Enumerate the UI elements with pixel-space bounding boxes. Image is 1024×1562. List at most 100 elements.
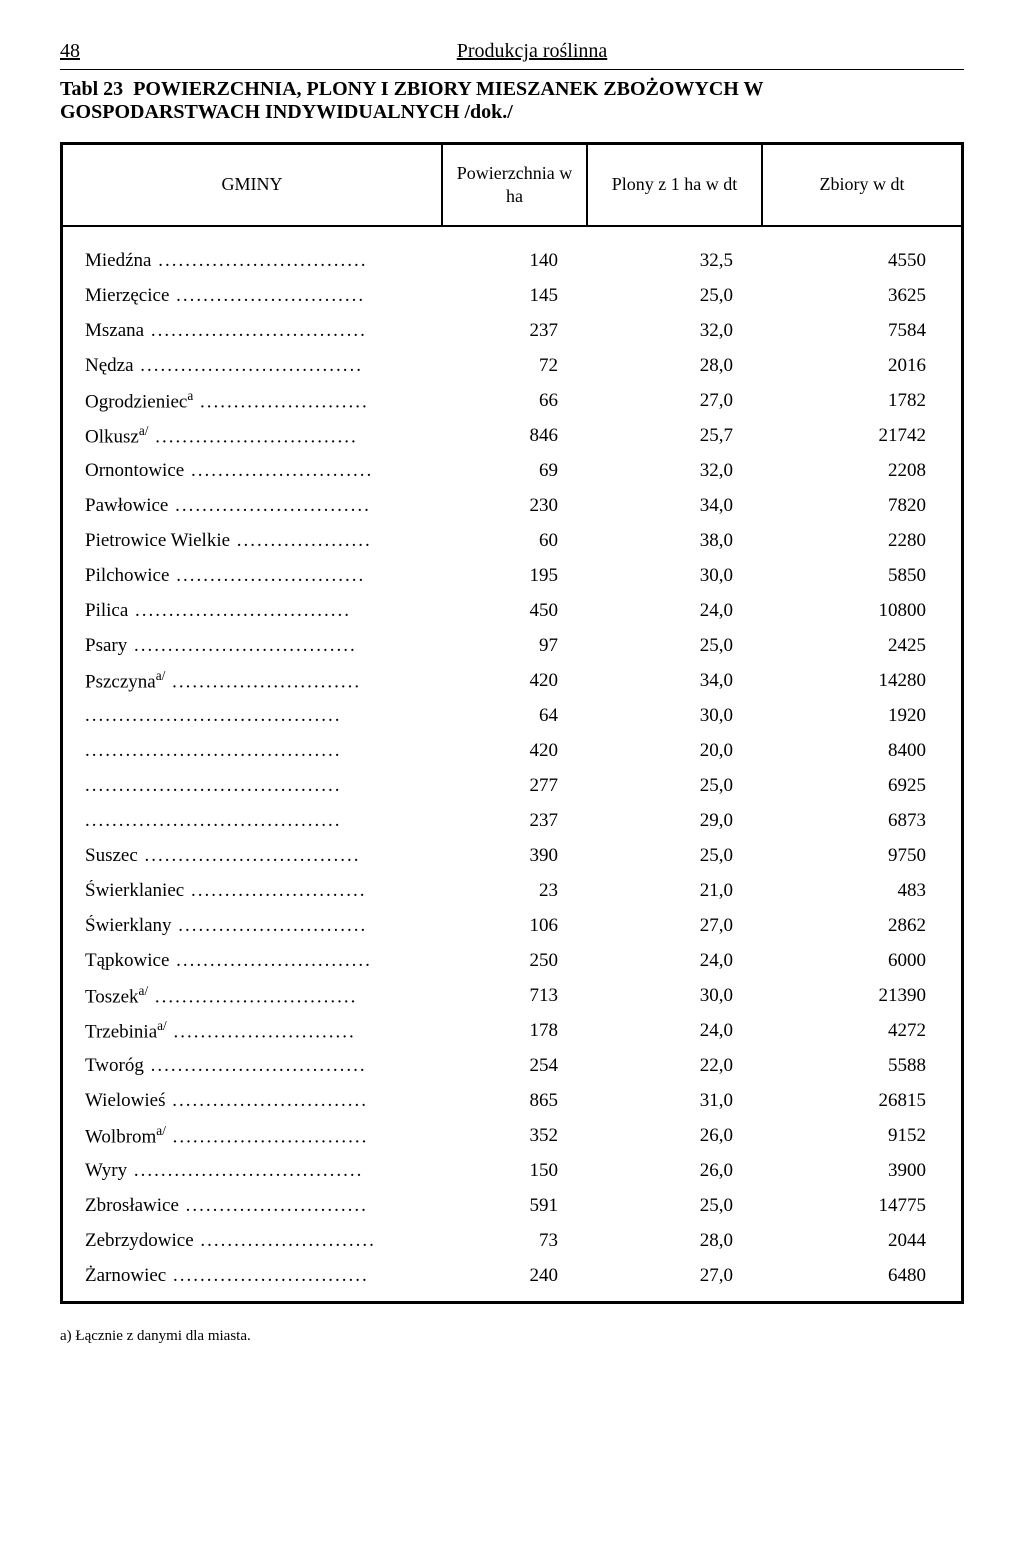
cell-powierzchnia: 140 xyxy=(443,250,588,272)
leader-dots: ........................... xyxy=(179,1195,368,1216)
row-label-text: Toszek xyxy=(85,986,139,1007)
leader-dots: ............................ xyxy=(172,915,368,936)
row-label-text: Psary xyxy=(85,635,127,656)
row-label: ...................................... xyxy=(63,740,443,762)
cell-zbiory: 5850 xyxy=(763,565,961,587)
table-row: Tąpkowice .............................2… xyxy=(63,943,961,978)
cell-plony: 25,7 xyxy=(588,425,763,447)
row-label: Wielowieś ............................. xyxy=(63,1090,443,1112)
cell-powierzchnia: 865 xyxy=(443,1090,588,1112)
table-row: Wyry ..................................1… xyxy=(63,1153,961,1188)
cell-powierzchnia: 713 xyxy=(443,985,588,1007)
cell-plony: 30,0 xyxy=(588,985,763,1007)
row-superscript: a/ xyxy=(157,1018,167,1033)
row-label-text: Świerklany xyxy=(85,915,172,936)
table-row: Psary .................................9… xyxy=(63,628,961,663)
leader-dots: ......................... xyxy=(193,391,369,412)
row-label: ...................................... xyxy=(63,810,443,832)
row-label: Pilchowice ............................ xyxy=(63,565,443,587)
cell-plony: 25,0 xyxy=(588,775,763,797)
row-label: Wolbroma/ ............................. xyxy=(63,1123,443,1148)
leader-dots: ...................................... xyxy=(85,705,342,726)
cell-plony: 20,0 xyxy=(588,740,763,762)
row-label-text: Suszec xyxy=(85,845,138,866)
table-row: Wolbroma/ .............................3… xyxy=(63,1118,961,1153)
table-row: Miedźna ...............................1… xyxy=(63,243,961,278)
table-row: ......................................42… xyxy=(63,733,961,768)
cell-powierzchnia: 73 xyxy=(443,1230,588,1252)
row-label: Mszana ................................ xyxy=(63,320,443,342)
col-header-zbiory: Zbiory w dt xyxy=(763,145,961,225)
row-label: Zebrzydowice .......................... xyxy=(63,1230,443,1252)
leader-dots: ............................. xyxy=(166,1265,369,1286)
cell-plony: 38,0 xyxy=(588,530,763,552)
row-label: Zbrosławice ........................... xyxy=(63,1195,443,1217)
row-label-text: Pietrowice Wielkie xyxy=(85,530,230,551)
row-label: Pilica ................................ xyxy=(63,600,443,622)
cell-plony: 25,0 xyxy=(588,635,763,657)
row-superscript: a/ xyxy=(139,983,149,998)
table-row: Nędza .................................7… xyxy=(63,348,961,383)
row-label: Nędza ................................. xyxy=(63,355,443,377)
row-label-text: Zbrosławice xyxy=(85,1195,179,1216)
footnote: a) Łącznie z danymi dla miasta. xyxy=(60,1328,964,1345)
table-row: Pszczynaa/ ............................4… xyxy=(63,663,961,698)
table-row: Świerklany ............................1… xyxy=(63,908,961,943)
cell-zbiory: 2044 xyxy=(763,1230,961,1252)
row-superscript: a/ xyxy=(139,423,149,438)
table-row: Pietrowice Wielkie ....................6… xyxy=(63,523,961,558)
leader-dots: ...................................... xyxy=(85,775,342,796)
table-row: ......................................23… xyxy=(63,803,961,838)
row-label-text: Mierzęcice xyxy=(85,285,169,306)
leader-dots: ................................ xyxy=(144,1055,367,1076)
row-label-text: Zebrzydowice xyxy=(85,1230,194,1251)
leader-dots: .......................... xyxy=(194,1230,376,1251)
row-label: Żarnowiec ............................. xyxy=(63,1265,443,1287)
leader-dots: ...................................... xyxy=(85,810,342,831)
row-label-text: Pilica xyxy=(85,600,128,621)
cell-plony: 25,0 xyxy=(588,285,763,307)
cell-plony: 27,0 xyxy=(588,1265,763,1287)
table-row: Żarnowiec ............................. 2… xyxy=(63,1258,961,1293)
row-label: Pietrowice Wielkie .................... xyxy=(63,530,443,552)
cell-plony: 34,0 xyxy=(588,670,763,692)
cell-zbiory: 1782 xyxy=(763,390,961,412)
cell-powierzchnia: 420 xyxy=(443,740,588,762)
cell-zbiory: 7820 xyxy=(763,495,961,517)
cell-zbiory: 483 xyxy=(763,880,961,902)
cell-zbiory: 6873 xyxy=(763,810,961,832)
row-label-text: Trzebinia xyxy=(85,1021,157,1042)
row-label: Wyry .................................. xyxy=(63,1160,443,1182)
cell-plony: 30,0 xyxy=(588,565,763,587)
cell-zbiory: 2425 xyxy=(763,635,961,657)
cell-powierzchnia: 23 xyxy=(443,880,588,902)
row-label: Olkusza/ .............................. xyxy=(63,423,443,448)
table-row: ......................................27… xyxy=(63,768,961,803)
cell-plony: 28,0 xyxy=(588,1230,763,1252)
leader-dots: ................................. xyxy=(127,635,357,656)
table-row: Tworóg ................................2… xyxy=(63,1048,961,1083)
cell-powierzchnia: 64 xyxy=(443,705,588,727)
row-label-text: Świerklaniec xyxy=(85,880,184,901)
cell-zbiory: 14775 xyxy=(763,1195,961,1217)
cell-powierzchnia: 72 xyxy=(443,355,588,377)
cell-zbiory: 9152 xyxy=(763,1125,961,1147)
cell-plony: 25,0 xyxy=(588,1195,763,1217)
cell-plony: 29,0 xyxy=(588,810,763,832)
table-row: Ornontowice ...........................6… xyxy=(63,453,961,488)
cell-zbiory: 3900 xyxy=(763,1160,961,1182)
cell-plony: 32,5 xyxy=(588,250,763,272)
row-label: Mierzęcice ............................ xyxy=(63,285,443,307)
cell-plony: 31,0 xyxy=(588,1090,763,1112)
leader-dots: ............................... xyxy=(151,250,367,271)
cell-plony: 28,0 xyxy=(588,355,763,377)
col-header-powierzchnia: Powierzchnia w ha xyxy=(443,145,588,225)
cell-zbiory: 5588 xyxy=(763,1055,961,1077)
table-row: Pilica ................................4… xyxy=(63,593,961,628)
leader-dots: ................................ xyxy=(144,320,367,341)
table-row: Olkusza/ ..............................8… xyxy=(63,418,961,453)
cell-plony: 30,0 xyxy=(588,705,763,727)
row-label-text: Wielowieś xyxy=(85,1090,166,1111)
cell-zbiory: 6000 xyxy=(763,950,961,972)
leader-dots: ................................ xyxy=(138,845,361,866)
